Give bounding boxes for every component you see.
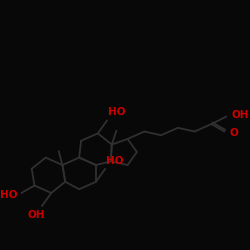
Text: O: O (229, 128, 238, 138)
Text: HO: HO (106, 156, 123, 166)
Text: HO: HO (108, 107, 125, 117)
Text: OH: OH (232, 110, 249, 120)
Text: OH: OH (28, 210, 45, 220)
Text: HO: HO (0, 190, 17, 200)
